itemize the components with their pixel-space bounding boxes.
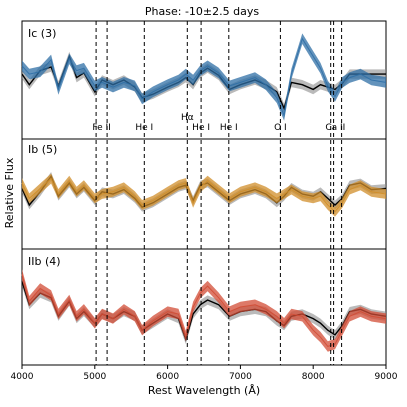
x-tick-label: 7000 bbox=[229, 372, 252, 382]
panel-ic: Ic (3) bbox=[21, 20, 387, 140]
line-marker-label: O I bbox=[274, 123, 287, 133]
line-marker-label: Hα bbox=[181, 113, 194, 123]
panel-iib-frame bbox=[21, 248, 387, 366]
x-tick-label: 5000 bbox=[83, 372, 106, 382]
line-marker-label: Ca II bbox=[325, 123, 345, 133]
x-axis-label: Rest Wavelength (Å) bbox=[148, 384, 260, 397]
x-tick-label: 9000 bbox=[375, 372, 398, 382]
panel-iib-subtype-mean-band bbox=[22, 269, 386, 352]
line-marker-label: He I bbox=[192, 123, 210, 133]
panel-ib-subtype-mean-line bbox=[21, 177, 387, 213]
panel-iib: IIb (4) bbox=[21, 248, 387, 366]
line-markers bbox=[95, 21, 343, 365]
panel-ic-comparison-mean-band bbox=[22, 51, 386, 113]
x-axis: 4000 5000 6000 7000 8000 9000 bbox=[11, 365, 398, 382]
panel-ib: Ib (5) bbox=[21, 138, 387, 250]
line-marker-label: He I bbox=[135, 123, 153, 133]
y-axis-label: Relative Flux bbox=[3, 157, 16, 228]
panel-ic-subtype-mean-line bbox=[21, 37, 387, 118]
x-tick-label: 8000 bbox=[302, 372, 325, 382]
panel-ic-series bbox=[21, 33, 387, 121]
x-tick-label: 6000 bbox=[156, 372, 179, 382]
panel-iib-label: IIb (4) bbox=[28, 255, 61, 268]
panel-ib-series bbox=[21, 172, 387, 217]
panel-ic-label: Ic (3) bbox=[28, 27, 56, 40]
panel-iib-series bbox=[21, 269, 387, 352]
chart-title: Phase: -10±2.5 days bbox=[145, 5, 259, 18]
panel-iib-subtype-mean-line bbox=[21, 274, 387, 347]
line-marker-label: Fe II bbox=[92, 123, 110, 133]
panel-ib-subtype-mean-band bbox=[22, 173, 386, 217]
panel-ib-label: Ib (5) bbox=[28, 143, 57, 156]
x-tick-label: 4000 bbox=[11, 372, 34, 382]
line-marker-label: He I bbox=[220, 123, 238, 133]
